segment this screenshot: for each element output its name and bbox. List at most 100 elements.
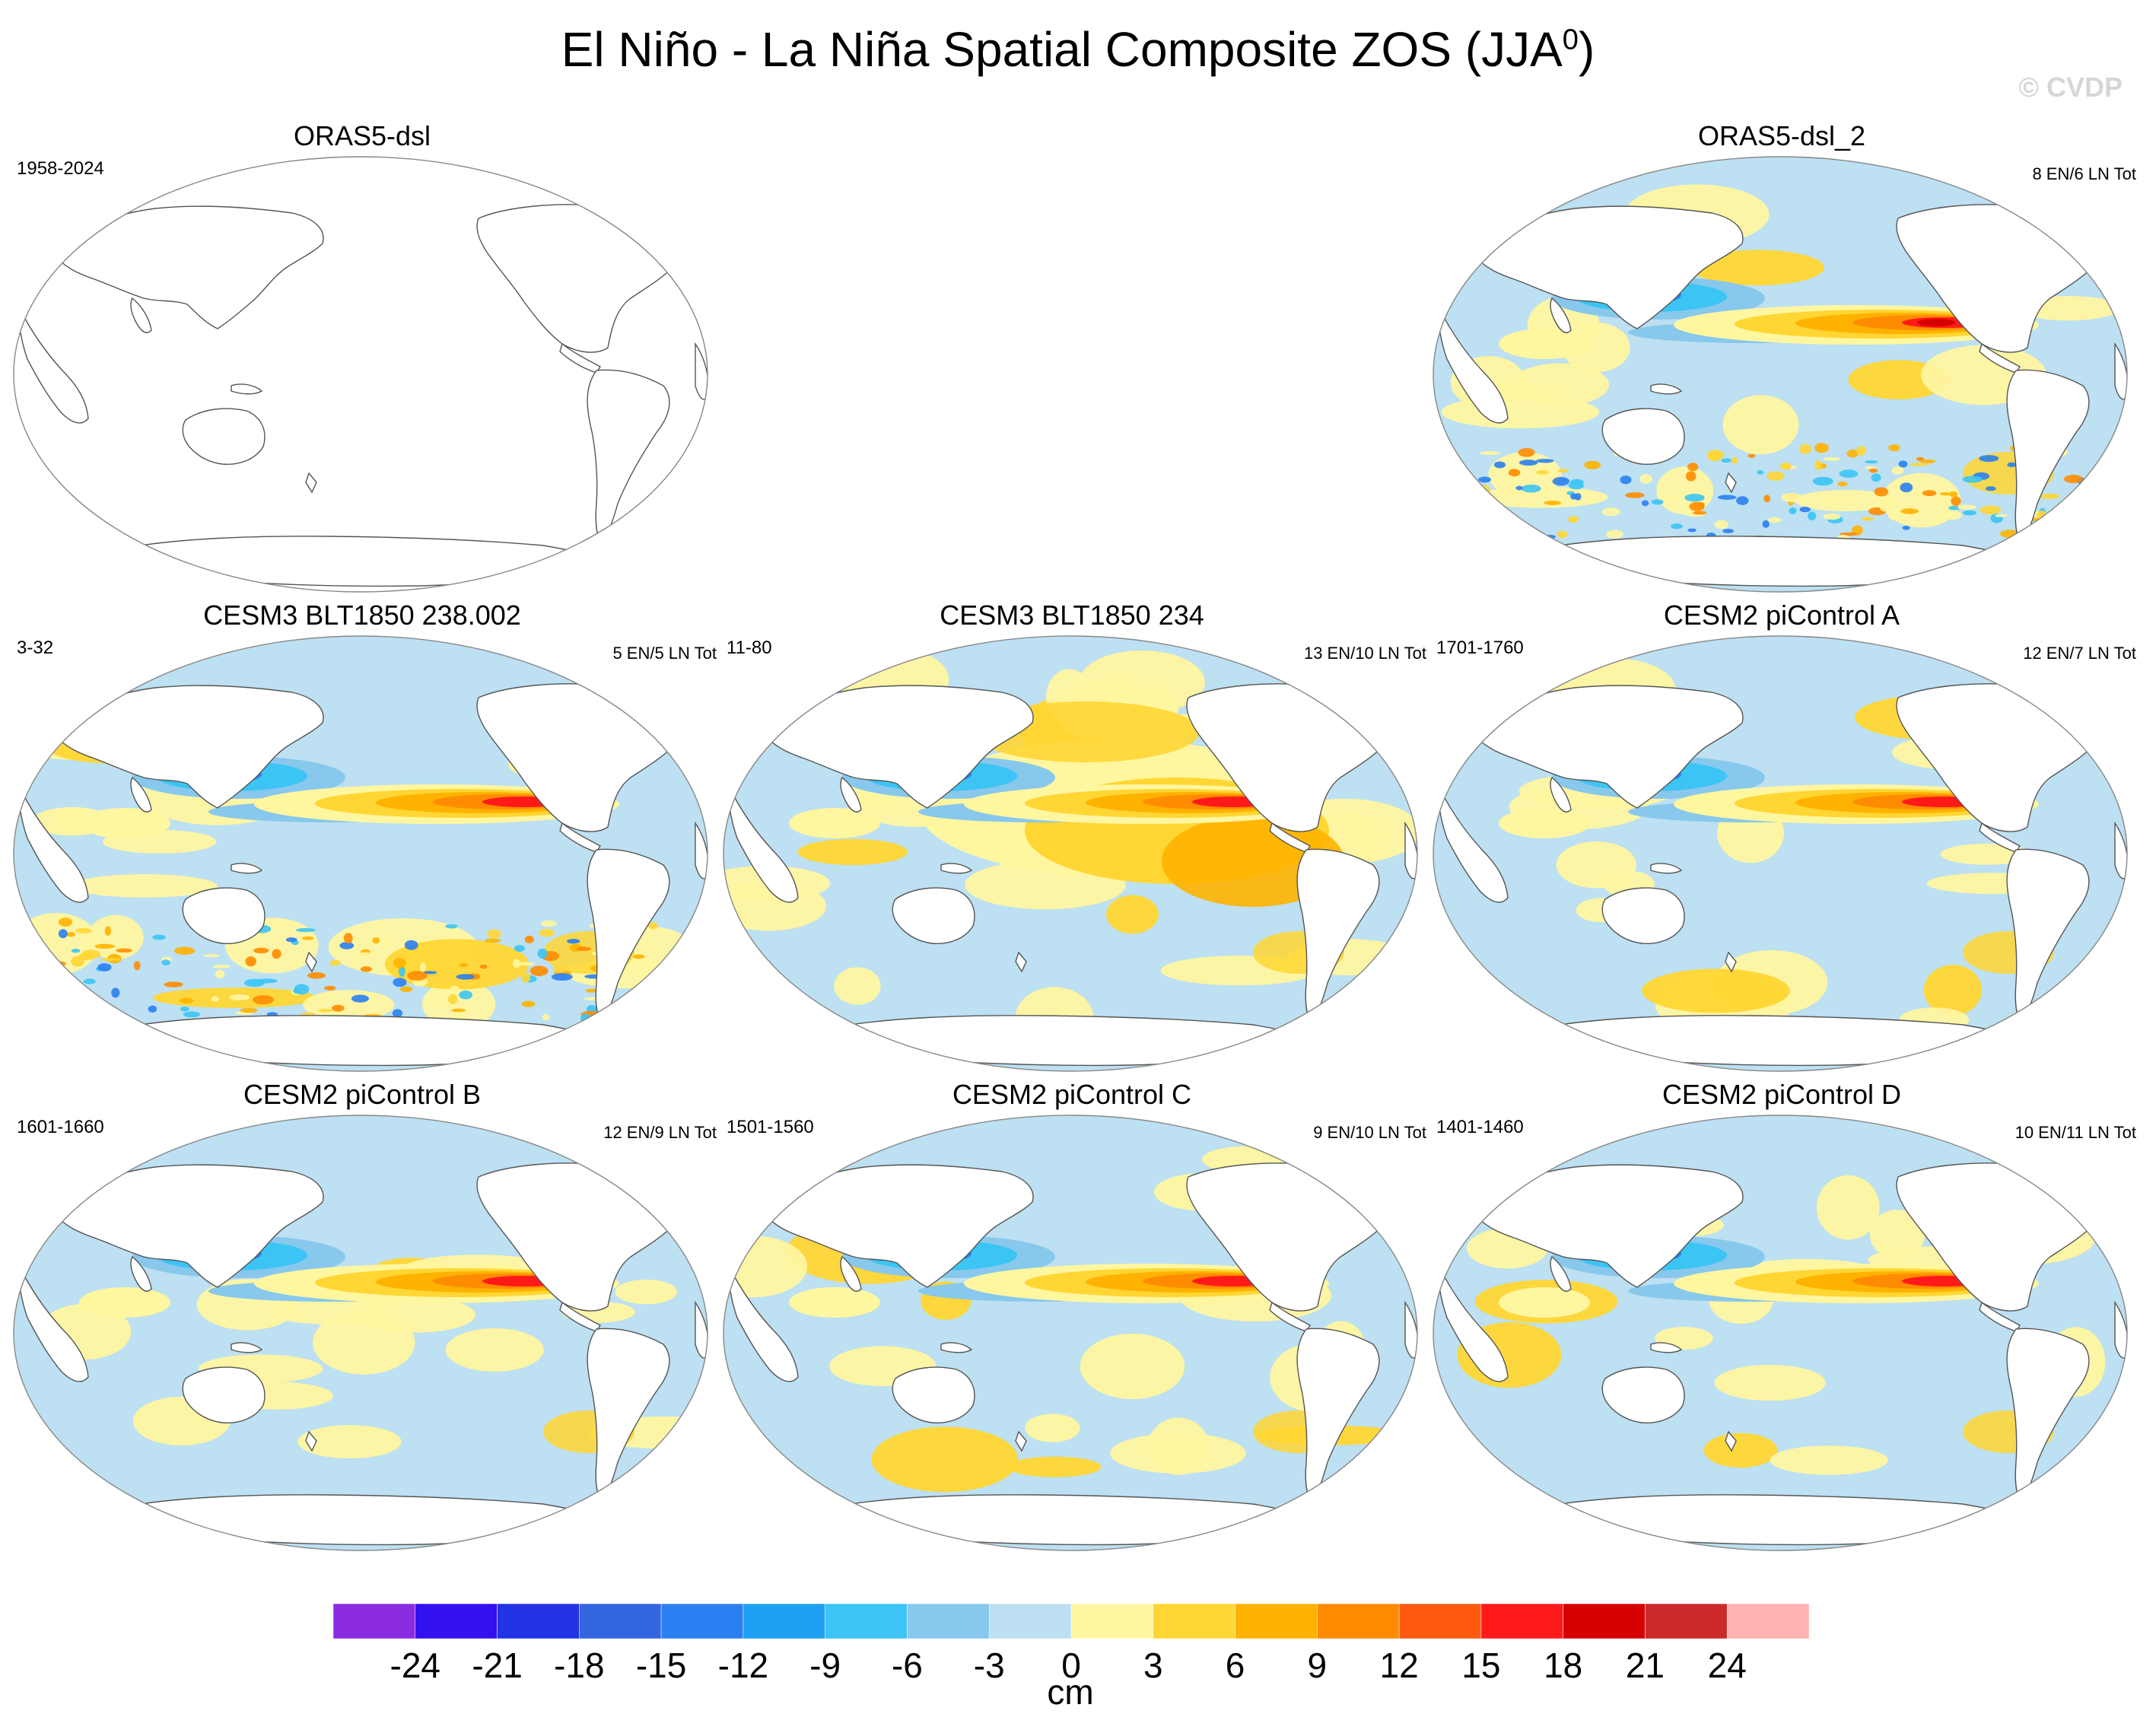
landmass-asia xyxy=(52,1164,324,1288)
world-map xyxy=(1433,635,2128,1072)
colorbar-box xyxy=(907,1603,990,1639)
landmass-south-america xyxy=(587,369,670,545)
landmass-india xyxy=(1550,297,1572,333)
map-panel-cesm2-picontrol-b: CESM2 piControl B 1601-1660 12 EN/9 LN T… xyxy=(3,1079,721,1566)
landmass-south-america xyxy=(2006,1328,2090,1503)
landmass-new-guinea xyxy=(940,1342,973,1353)
landmass-greenland xyxy=(1382,695,1417,731)
colorbar-tick-label: -15 xyxy=(636,1646,686,1685)
panel-period-label: 1958-2024 xyxy=(17,158,104,179)
landmass-new-guinea xyxy=(940,863,973,874)
landmass-australia xyxy=(892,1366,975,1423)
landmass-south-america xyxy=(2006,369,2090,545)
landmass-europe-africa-west xyxy=(727,784,799,903)
panel-period-label: 1701-1760 xyxy=(1436,638,1524,658)
landmass-asia xyxy=(1471,1164,1744,1288)
world-map xyxy=(1433,156,2128,593)
colorbar-box xyxy=(825,1603,908,1639)
landmass-africa-east xyxy=(2114,342,2127,400)
landmass-india xyxy=(1550,1255,1572,1292)
landmass-africa-east xyxy=(695,342,708,400)
colorbar-box xyxy=(660,1603,744,1639)
landmass-australia xyxy=(892,887,975,944)
colorbar-tick-label: 9 xyxy=(1308,1646,1328,1685)
landmass-new-zealand xyxy=(305,951,317,973)
globe-outline xyxy=(13,635,708,1072)
landmass-africa-east xyxy=(2114,821,2127,879)
world-map xyxy=(723,1115,1418,1551)
colorbar-box xyxy=(1480,1603,1563,1639)
landmass-india xyxy=(1550,776,1572,813)
world-map xyxy=(723,635,1418,1072)
landmass-antarctica xyxy=(115,536,621,587)
colorbar-box xyxy=(988,1603,1072,1639)
landmass-greenland xyxy=(672,1175,708,1210)
landmass-europe-africa-west xyxy=(1437,305,1509,424)
map-panel-cesm2-picontrol-a: CESM2 piControl A 1701-1760 12 EN/7 LN T… xyxy=(1423,599,2141,1086)
landmass-new-guinea xyxy=(231,383,263,395)
panel-title: ORAS5-dsl xyxy=(293,120,431,151)
landmass-europe-africa-west xyxy=(17,1264,89,1382)
colorbar-tick-label: 6 xyxy=(1226,1646,1245,1685)
panel-title: CESM2 piControl B xyxy=(243,1079,482,1110)
colorbar-unit-label: cm xyxy=(1047,1672,1093,1712)
colorbar-tick-label: 18 xyxy=(1544,1646,1582,1685)
landmass-greenland xyxy=(672,216,708,252)
colorbar-box xyxy=(497,1603,580,1639)
map-panel-cesm3-blt1850-238-002: CESM3 BLT1850 238.002 3-32 5 EN/5 LN Tot xyxy=(3,599,721,1086)
globe-outline xyxy=(723,1115,1418,1551)
colorbar-tick-label: -6 xyxy=(892,1646,923,1685)
colorbar-tick-label: 0 xyxy=(1061,1646,1081,1685)
world-map xyxy=(13,635,708,1072)
panel-period-label: 1401-1460 xyxy=(1436,1117,1524,1137)
panel-event-count: 10 EN/11 LN Tot xyxy=(2014,1123,2136,1142)
landmass-south-america xyxy=(1296,848,1380,1024)
landmass-greenland xyxy=(2091,216,2127,252)
panel-title: CESM3 BLT1850 234 xyxy=(940,599,1204,631)
landmass-new-guinea xyxy=(231,863,263,874)
panel-event-count: 13 EN/10 LN Tot xyxy=(1303,644,1426,663)
colorbar-box xyxy=(1235,1603,1318,1639)
colorbar-tick-label: -18 xyxy=(554,1646,604,1685)
colorbar-tick-labels: -24 -21 -18 -15 -12 -9 -6 -3 0 3 6 9 12 15 18 21 24 xyxy=(390,1646,1747,1685)
world-map xyxy=(13,156,708,593)
landmass-australia xyxy=(182,408,266,465)
globe-outline xyxy=(1433,156,2128,593)
landmass-india xyxy=(130,776,152,813)
landmass-asia xyxy=(762,1164,1034,1288)
landmass-new-zealand xyxy=(1725,1430,1737,1452)
globe-outline xyxy=(13,1115,708,1551)
landmass-greenland xyxy=(2091,695,2127,731)
panel-event-count: 12 EN/7 LN Tot xyxy=(2023,644,2136,663)
colorbar-box xyxy=(332,1603,416,1639)
landmass-greenland xyxy=(1382,1175,1417,1210)
landmass-india xyxy=(130,1255,152,1292)
panel-event-count: 12 EN/9 LN Tot xyxy=(603,1123,717,1142)
landmass-new-zealand xyxy=(1015,951,1027,973)
globe-outline xyxy=(723,635,1418,1072)
colorbar-tick-label: 12 xyxy=(1380,1646,1419,1685)
cvdp-watermark: © CVDP xyxy=(2018,72,2123,103)
panel-period-label: 1501-1560 xyxy=(727,1117,814,1137)
landmass-europe-africa-west xyxy=(17,784,89,903)
panel-title: CESM2 piControl C xyxy=(952,1079,1192,1110)
landmass-south-america xyxy=(1296,1328,1380,1503)
landmass-africa-east xyxy=(2114,1300,2127,1359)
world-map xyxy=(13,1115,708,1551)
landmass-europe-africa-west xyxy=(17,305,89,424)
landmass-asia xyxy=(762,685,1034,809)
colorbar-box xyxy=(1645,1603,1728,1639)
landmass-asia xyxy=(52,685,324,809)
landmass-asia xyxy=(1471,685,1744,809)
landmass-new-guinea xyxy=(231,1342,263,1353)
landmass-africa-east xyxy=(1404,1300,1417,1359)
panel-title: CESM2 piControl A xyxy=(1663,599,1900,631)
colorbar-tick-label: 24 xyxy=(1708,1646,1747,1685)
landmass-new-guinea xyxy=(1650,1342,1683,1353)
colorbar-box xyxy=(1726,1603,1810,1639)
landmass-new-guinea xyxy=(1650,863,1683,874)
colorbar-tick-label: -21 xyxy=(472,1646,522,1685)
panel-period-label: 3-32 xyxy=(17,638,54,658)
panel-period-label: 1601-1660 xyxy=(17,1117,104,1137)
landmass-india xyxy=(840,776,862,813)
